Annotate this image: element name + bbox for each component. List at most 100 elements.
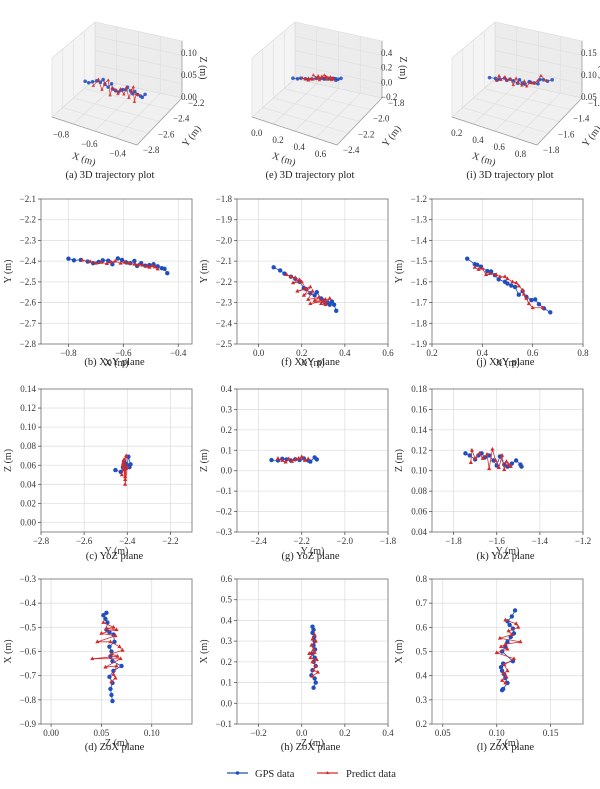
- gps-point: [467, 453, 472, 458]
- y-tick-label: −1.9: [216, 215, 233, 225]
- gps-point: [101, 613, 106, 618]
- predict-point: [469, 447, 475, 452]
- predict-point: [540, 305, 545, 310]
- y-tick-label: −1.8: [216, 194, 233, 204]
- predict-point: [516, 283, 521, 288]
- predict-point: [498, 644, 504, 649]
- predict-point: [306, 297, 311, 301]
- predict-point: [490, 446, 495, 451]
- predict-point: [484, 451, 490, 456]
- predict-3d-point: [311, 73, 316, 77]
- gps-point: [529, 297, 534, 303]
- y-axis-label: Y (m): [3, 260, 14, 284]
- predict-point: [524, 296, 529, 300]
- predict-3d-point: [102, 81, 107, 85]
- predict-point: [113, 675, 118, 680]
- gps-point: [465, 256, 470, 261]
- predict-3d-point: [508, 77, 513, 81]
- predict-point: [293, 275, 298, 280]
- predict-point: [503, 641, 508, 646]
- subplot-caption: (c) YoZ plane: [86, 551, 144, 562]
- y-tick-label: 0.08: [20, 441, 36, 451]
- x-tick-label: −1.4: [532, 536, 549, 546]
- predict-3d-point: [539, 73, 543, 77]
- predict-point: [311, 667, 316, 672]
- y-tick-label: −2.1: [20, 194, 36, 204]
- predict-point: [150, 263, 155, 268]
- predict-point: [118, 260, 123, 265]
- predict-3d-point: [306, 78, 310, 82]
- y-tick-label: −2.7: [20, 318, 37, 328]
- y-tick-label: −0.4: [20, 598, 37, 608]
- predict-3d-point: [520, 83, 524, 87]
- gps-point: [115, 256, 121, 261]
- predict-point: [501, 670, 506, 675]
- y-tick-label: −0.7: [20, 671, 37, 681]
- x-tick-label: 0.10: [144, 728, 160, 738]
- predict-3d-point: [114, 87, 118, 91]
- y-tick-label: −2.4: [20, 256, 37, 266]
- predict-point: [122, 259, 127, 264]
- y-tick-label: 0.12: [411, 445, 427, 455]
- predict-3d-point: [524, 84, 529, 88]
- y-tick-label: 0.1: [221, 678, 232, 688]
- gps-3d-point: [86, 80, 91, 85]
- legend-gps-marker: [235, 771, 240, 775]
- predict-point: [310, 288, 315, 293]
- predict-point: [152, 264, 158, 269]
- predict-point: [509, 632, 514, 636]
- gps-point: [107, 674, 112, 680]
- predict-point: [308, 301, 313, 306]
- predict-3d-point: [118, 86, 123, 91]
- z-axis-label: Z (m): [597, 56, 600, 79]
- x-tick-label: 0.00: [43, 728, 59, 738]
- y-axis-label: X (m): [199, 639, 210, 663]
- plot-f: 0.0 0.2 0.4 0.6 −2.5 −2.4 −2.3 −2.2 −2.1 −2.0 −1.9…: [199, 194, 394, 369]
- grid-line: [73, 97, 160, 122]
- predict-point: [123, 477, 128, 481]
- x-tick-label: 0.4: [472, 135, 484, 145]
- predict-point: [311, 647, 316, 651]
- x-tick-label: 0.6: [494, 142, 506, 152]
- predict-point: [99, 630, 104, 635]
- predict-3d-point: [514, 76, 518, 80]
- predict-3d-point: [122, 92, 126, 96]
- predict-3d-point: [511, 82, 516, 87]
- y-tick-label: 0.4: [221, 384, 233, 394]
- x-tick-label: 0.15: [543, 728, 559, 738]
- x-tick-label: −1.2: [575, 536, 591, 546]
- predict-3d-point: [311, 77, 315, 81]
- grid-line: [484, 88, 571, 111]
- predict-3d-point: [106, 78, 111, 82]
- z-tick-label: 0.10: [581, 70, 597, 80]
- predict-point: [496, 465, 501, 470]
- predict-3d-point: [328, 75, 333, 79]
- legend-predict-marker: [325, 771, 330, 774]
- gps-point: [509, 614, 515, 619]
- grid-line: [494, 64, 583, 85]
- predict-point: [312, 298, 317, 302]
- predict-point: [286, 456, 291, 461]
- plot-3d-i: 0.2 0.4 0.6 0.8 −1.2 −1.4 −1.6 −1.8 0.05 0.10 0.15…: [451, 21, 600, 181]
- grid-line: [515, 93, 561, 139]
- grid-line: [94, 64, 183, 85]
- plot-frame: [40, 388, 193, 533]
- subplot-caption: (e) 3D trajectory plot: [266, 170, 355, 181]
- predict-3d-point: [316, 74, 321, 78]
- y-tick-label: −2.4: [173, 114, 190, 124]
- predict-3d-point: [306, 76, 311, 80]
- gps-point: [513, 458, 519, 463]
- gps-point: [532, 297, 538, 302]
- gps-point: [314, 457, 320, 462]
- gps-point: [308, 459, 313, 464]
- gps-point: [165, 270, 170, 276]
- y-tick-label: −1.6: [411, 277, 428, 287]
- x-tick-label: 0.05: [94, 728, 110, 738]
- x-tick-label: −2.6: [76, 536, 93, 546]
- x-tick-label: 0.2: [426, 348, 437, 358]
- gps-point: [507, 622, 512, 628]
- y-tick-label: −2.1: [216, 256, 232, 266]
- predict-point: [314, 657, 319, 662]
- predict-point: [111, 624, 116, 629]
- subplot-caption: (h) ZoX plane: [281, 742, 341, 753]
